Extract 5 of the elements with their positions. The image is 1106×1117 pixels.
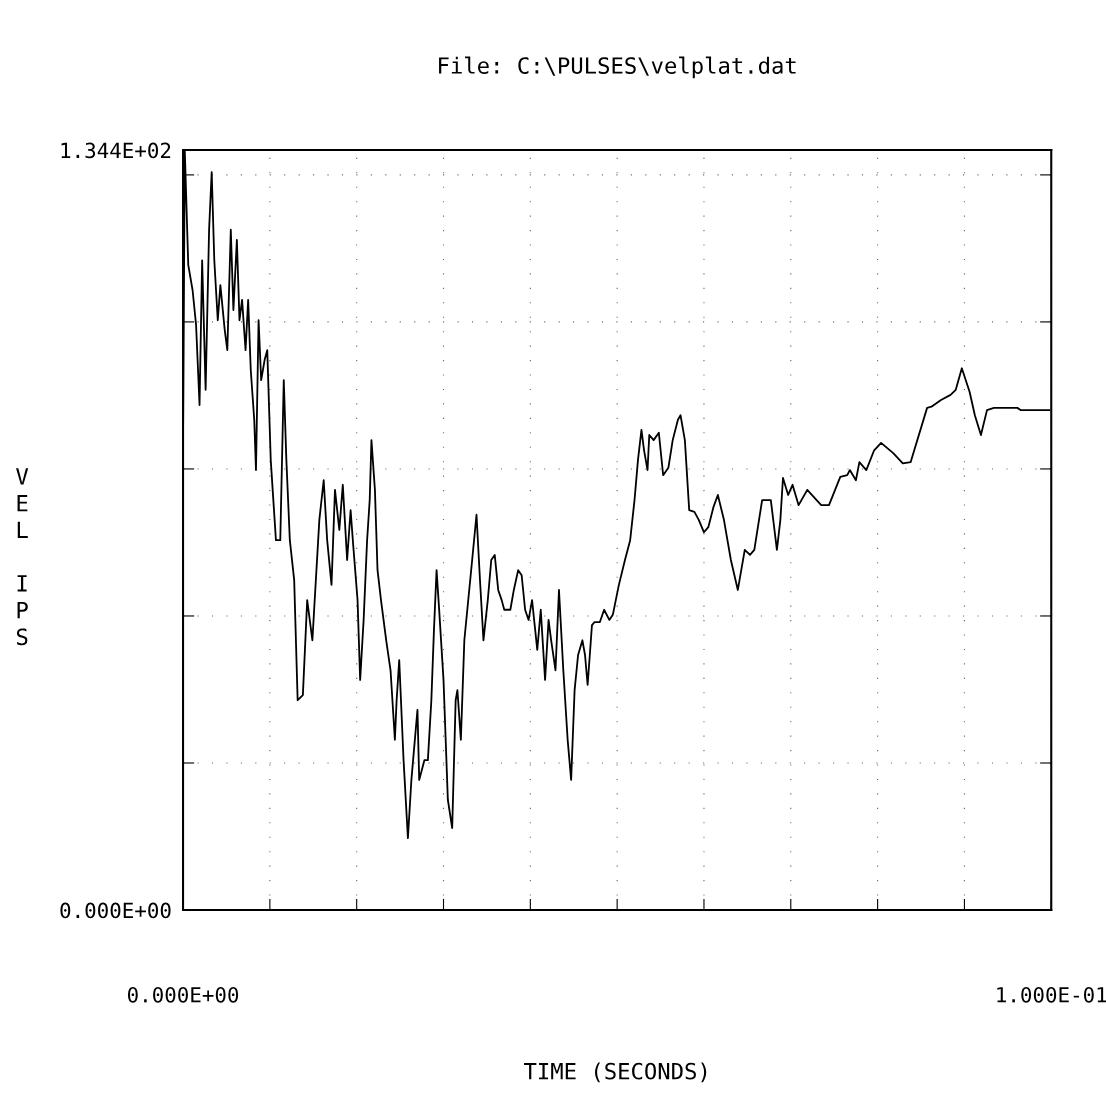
- text: VEL IPS: [16, 468, 29, 646]
- x-axis-title: TIME (SECONDS): [524, 1062, 707, 1083]
- y-tick-label: 1.344E+02: [61, 142, 171, 159]
- x-tick-label: 1.000E-01: [997, 986, 1106, 1003]
- chart-title: File: C:\PULSES\velplat.dat: [439, 56, 796, 79]
